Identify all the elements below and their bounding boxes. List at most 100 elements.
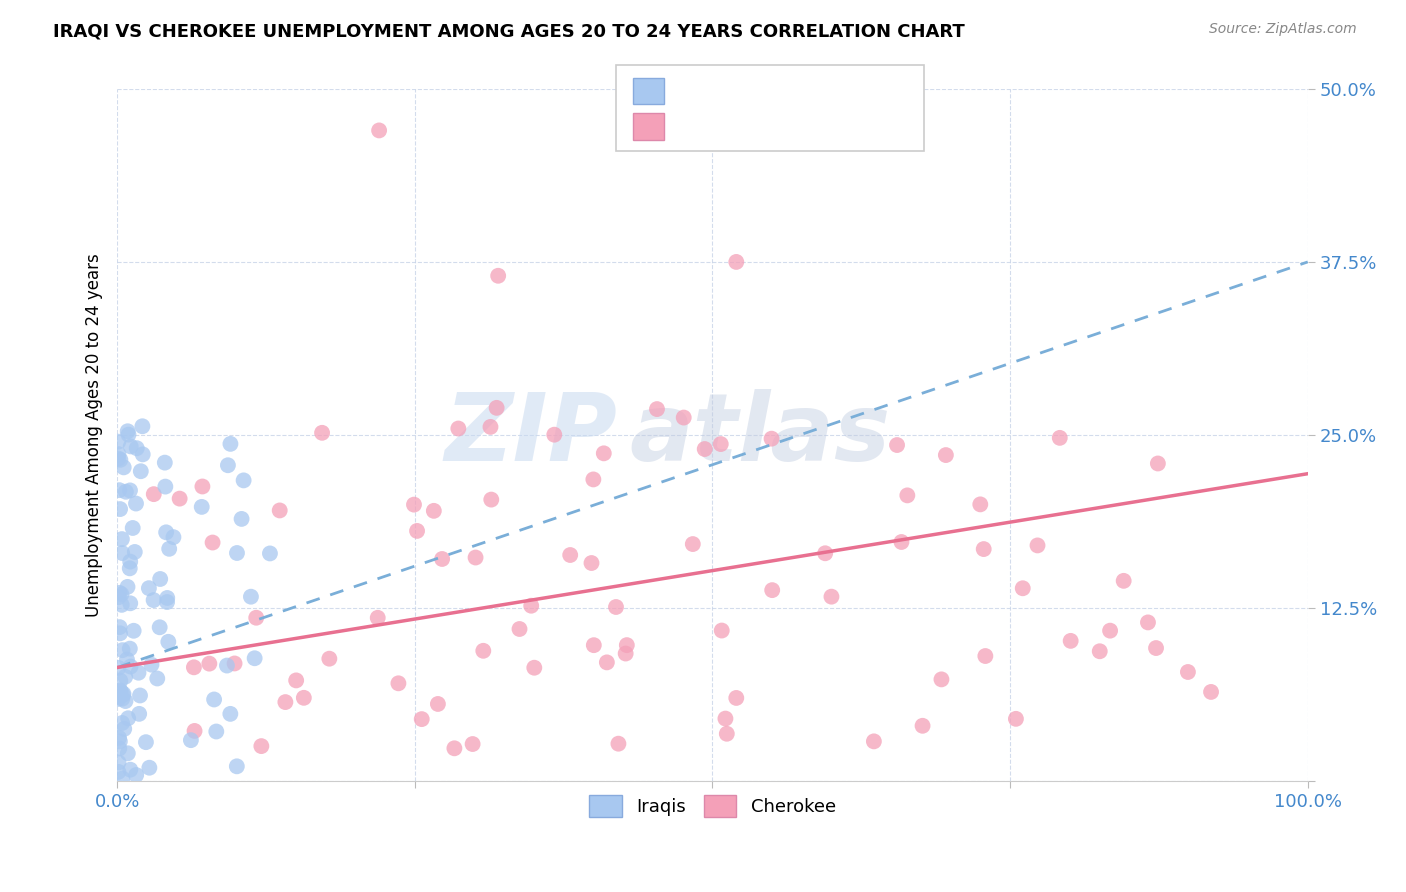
Point bbox=[423, 504, 446, 518]
Point bbox=[142, 487, 165, 501]
Point bbox=[935, 448, 957, 462]
Point bbox=[107, 447, 129, 461]
Point bbox=[118, 483, 141, 498]
Point bbox=[367, 611, 389, 625]
Point bbox=[111, 598, 134, 612]
Point bbox=[107, 756, 129, 770]
Point bbox=[226, 546, 249, 560]
Text: N =: N = bbox=[785, 115, 837, 133]
Point bbox=[108, 626, 131, 640]
Point bbox=[191, 479, 214, 493]
Point bbox=[120, 555, 142, 569]
Point bbox=[1088, 644, 1111, 658]
Point bbox=[716, 727, 738, 741]
Point bbox=[117, 424, 139, 438]
Point bbox=[464, 550, 486, 565]
Point bbox=[710, 437, 733, 451]
Point bbox=[231, 512, 253, 526]
Point bbox=[219, 437, 242, 451]
Point bbox=[285, 673, 308, 688]
Point bbox=[112, 687, 135, 701]
Point bbox=[387, 676, 409, 690]
Point bbox=[725, 690, 748, 705]
Point bbox=[108, 620, 131, 634]
Point bbox=[108, 731, 131, 745]
Point bbox=[672, 410, 695, 425]
Point bbox=[157, 541, 180, 556]
Point bbox=[138, 761, 160, 775]
Point bbox=[472, 644, 495, 658]
Text: 0.111: 0.111 bbox=[714, 79, 778, 97]
Point bbox=[725, 255, 748, 269]
Point bbox=[820, 590, 842, 604]
Point bbox=[117, 711, 139, 725]
Point bbox=[485, 401, 508, 415]
Point bbox=[582, 472, 605, 486]
Text: N =: N = bbox=[785, 79, 837, 97]
Point bbox=[201, 535, 224, 549]
Point bbox=[132, 447, 155, 461]
Point bbox=[157, 635, 180, 649]
Point bbox=[142, 593, 165, 607]
Point bbox=[1144, 641, 1167, 656]
Point bbox=[523, 661, 546, 675]
Point bbox=[605, 599, 627, 614]
Point bbox=[112, 460, 135, 475]
Point bbox=[180, 733, 202, 747]
Point bbox=[761, 432, 783, 446]
Point bbox=[560, 548, 582, 562]
Point bbox=[120, 659, 142, 673]
Point bbox=[682, 537, 704, 551]
Legend: Iraqis, Cherokee: Iraqis, Cherokee bbox=[582, 788, 844, 824]
Point bbox=[406, 524, 429, 538]
Point bbox=[582, 638, 605, 652]
Point bbox=[107, 451, 129, 466]
Point bbox=[122, 624, 145, 638]
Point bbox=[111, 688, 134, 702]
Point bbox=[543, 427, 565, 442]
Point bbox=[128, 665, 150, 680]
Point bbox=[714, 712, 737, 726]
Point bbox=[1147, 457, 1170, 471]
Point bbox=[225, 759, 247, 773]
Point bbox=[107, 590, 129, 604]
Point bbox=[430, 552, 453, 566]
Point bbox=[215, 658, 238, 673]
Point bbox=[125, 496, 148, 510]
Point bbox=[125, 441, 148, 455]
Text: IRAQI VS CHEROKEE UNEMPLOYMENT AMONG AGES 20 TO 24 YEARS CORRELATION CHART: IRAQI VS CHEROKEE UNEMPLOYMENT AMONG AGE… bbox=[53, 22, 965, 40]
Point bbox=[108, 483, 131, 498]
Text: 85: 85 bbox=[835, 115, 860, 133]
Point bbox=[693, 442, 716, 456]
Point bbox=[863, 734, 886, 748]
Point bbox=[426, 697, 449, 711]
Point bbox=[217, 458, 239, 473]
Point bbox=[118, 561, 141, 575]
Point bbox=[243, 651, 266, 665]
Point bbox=[124, 545, 146, 559]
Point bbox=[520, 599, 543, 613]
Point bbox=[117, 746, 139, 760]
Point bbox=[108, 683, 131, 698]
Point bbox=[1011, 581, 1033, 595]
Point bbox=[190, 500, 212, 514]
Point bbox=[486, 268, 509, 283]
Point bbox=[1026, 538, 1049, 552]
Point bbox=[896, 488, 918, 502]
Point bbox=[1177, 665, 1199, 679]
Point bbox=[402, 498, 425, 512]
Point bbox=[581, 556, 603, 570]
Point bbox=[110, 452, 132, 467]
Text: atlas: atlas bbox=[628, 389, 890, 481]
Point bbox=[508, 622, 530, 636]
Point bbox=[205, 724, 228, 739]
Point bbox=[461, 737, 484, 751]
Point bbox=[1049, 431, 1071, 445]
Point bbox=[110, 587, 132, 601]
Point bbox=[135, 735, 157, 749]
Point bbox=[131, 419, 153, 434]
Point bbox=[183, 723, 205, 738]
Point bbox=[110, 673, 132, 688]
Point bbox=[886, 438, 908, 452]
Text: Source: ZipAtlas.com: Source: ZipAtlas.com bbox=[1209, 22, 1357, 37]
